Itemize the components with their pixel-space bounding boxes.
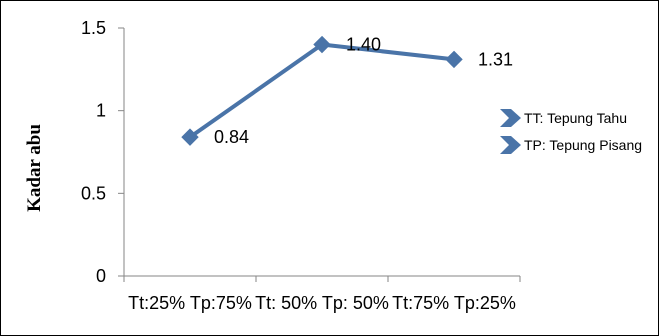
y-tick-label: 1 bbox=[96, 101, 106, 121]
y-tick-label: 0 bbox=[96, 266, 106, 286]
plot-area: 0 0.5 1 1.5 Tt:25% Tp:75% Tt: 50% Tp: 50% Tt:7… bbox=[81, 18, 521, 313]
legend: TT: Tepung Tahu TP: Tepung Pisang bbox=[500, 109, 642, 154]
data-label: 1.40 bbox=[346, 35, 381, 55]
data-label: 1.31 bbox=[478, 49, 513, 69]
y-axis-label: Kadar abu bbox=[24, 124, 45, 212]
data-point bbox=[445, 50, 463, 69]
data-point bbox=[313, 35, 331, 54]
legend-label: TP: Tepung Pisang bbox=[524, 137, 642, 153]
y-tick-label: 1.5 bbox=[81, 18, 106, 38]
y-tick-label: 0.5 bbox=[81, 183, 106, 203]
legend-label: TT: Tepung Tahu bbox=[524, 110, 627, 126]
data-label: 0.84 bbox=[214, 127, 249, 147]
x-tick-label: Tt:75% Tp:25% bbox=[392, 293, 516, 313]
x-tick-label: Tt:25% Tp:75% bbox=[128, 293, 252, 313]
legend-marker-icon bbox=[500, 136, 521, 154]
x-tick-label: Tt: 50% Tp: 50% bbox=[255, 293, 389, 313]
legend-marker-icon bbox=[500, 109, 521, 127]
data-point bbox=[181, 128, 199, 146]
